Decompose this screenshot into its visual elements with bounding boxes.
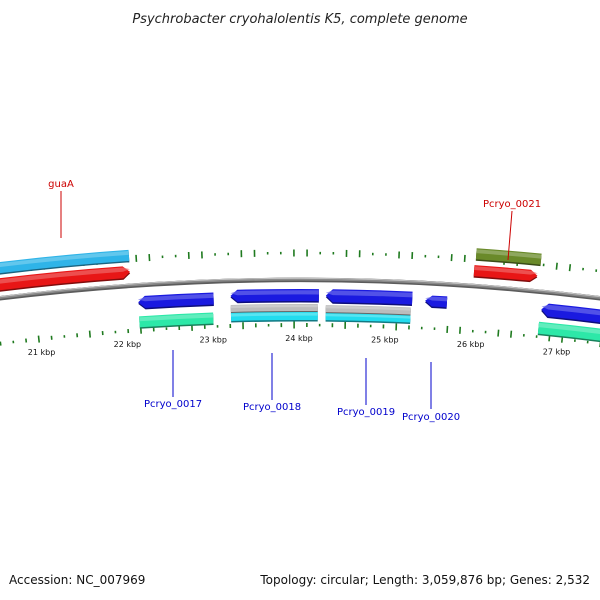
gene-callout: guaA (48, 179, 74, 238)
kbp-tick-label: 22 kbp (114, 340, 142, 349)
gene-callout: Pcryo_0020 (402, 362, 460, 423)
kbp-tick-label: 25 kbp (371, 335, 399, 344)
dot-dash (555, 262, 558, 270)
callout-line (507, 210, 513, 261)
gene-label: Pcryo_0017 (144, 399, 202, 410)
dot-dash (37, 335, 41, 343)
feature-pcryo-0019-lower (325, 313, 411, 324)
accession-text: Accession: NC_007969 (9, 573, 146, 587)
gene-callout: Pcryo_0017 (144, 350, 202, 410)
gene-label: guaA (48, 179, 74, 190)
feature-pcryo-next-cds (541, 303, 600, 324)
map-title: Psychrobacter cryohalolentis K5, complet… (132, 12, 467, 27)
feature-pcryo-next-lower (537, 321, 600, 343)
gene-label: Pcryo_0019 (337, 407, 395, 418)
kbp-tick-label: 21 kbp (28, 348, 56, 357)
gene-label: Pcryo_0018 (243, 402, 301, 413)
feature-pcryo-0017-cds (137, 292, 214, 310)
genome-summary-text: Topology: circular; Length: 3,059,876 bp… (260, 573, 590, 587)
feature-pcryo-0020-cds (425, 295, 448, 309)
feature-pcryo-0018-grey (230, 303, 318, 314)
feature-track (0, 248, 600, 343)
gene-callout: Pcryo_0019 (337, 358, 395, 418)
feature-guaA-cds (0, 266, 131, 292)
backbone-highlight (0, 277, 600, 298)
kbp-tick-label: 26 kbp (457, 340, 485, 349)
gene-labels: guaA Pcryo_0021 Pcryo_0017 Pcryo_0018 Pcryo_… (48, 179, 541, 423)
feature-pcryo-0021-cds (473, 265, 538, 283)
dot-dash (88, 330, 91, 338)
feature-pcryo-0018-lower (230, 311, 318, 323)
kbp-tick-label: 24 kbp (285, 334, 313, 343)
feature-pcryo-0017-lower (139, 312, 214, 329)
kbp-tick-label: 27 kbp (543, 348, 571, 357)
backbone-line (0, 277, 600, 299)
dot-dash (509, 330, 513, 338)
feature-pcryo-0018-cds (230, 288, 319, 304)
dot-dash (497, 329, 500, 337)
feature-pcryo-0019-grey (325, 305, 411, 317)
dot-dash (568, 264, 572, 272)
gene-callout: Pcryo_0018 (243, 353, 301, 413)
feature-pcryo-0019-cds (325, 289, 413, 307)
genome-backbone (0, 277, 600, 301)
gene-label: Pcryo_0021 (483, 199, 541, 210)
feature-guaA-upper (0, 249, 130, 275)
kbp-ticks: 21 kbp 22 kbp 23 kbp 24 kbp 25 kbp 26 kbp 27 k… (28, 334, 570, 357)
gene-label: Pcryo_0020 (402, 412, 460, 423)
kbp-tick-label: 23 kbp (199, 336, 227, 345)
gene-callout: Pcryo_0021 (483, 199, 541, 261)
